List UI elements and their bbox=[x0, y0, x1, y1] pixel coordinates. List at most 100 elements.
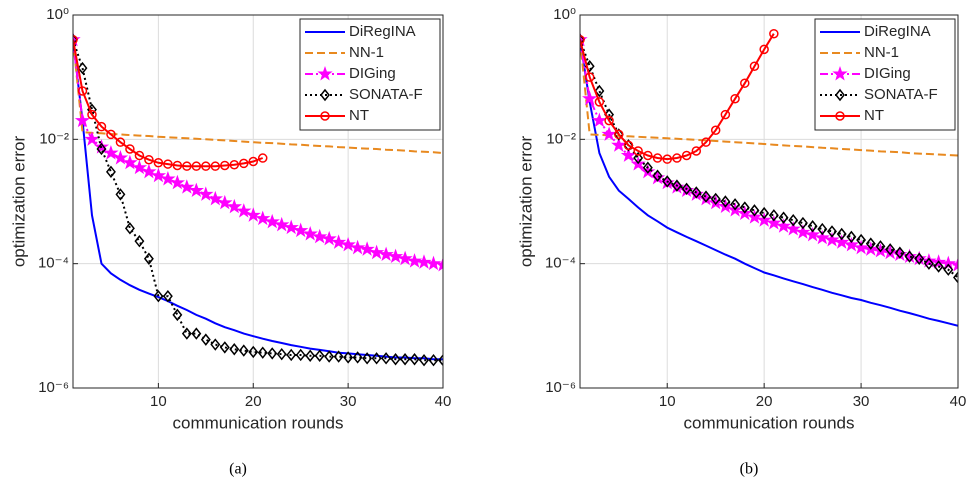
legend-label: SONATA-F bbox=[349, 86, 423, 103]
diamond-marker bbox=[96, 142, 107, 156]
diamond-marker bbox=[778, 211, 789, 224]
star-marker bbox=[226, 198, 242, 214]
star-marker bbox=[611, 137, 627, 152]
circle-marker bbox=[759, 44, 769, 55]
legend-label: NN-1 bbox=[349, 44, 384, 61]
star-marker bbox=[785, 221, 801, 236]
y-tick-label: 10⁻² bbox=[39, 130, 69, 147]
circle-marker bbox=[153, 158, 164, 168]
diamond-marker bbox=[115, 188, 126, 201]
circle-marker bbox=[633, 146, 643, 156]
star-marker bbox=[131, 159, 148, 175]
star-marker bbox=[940, 255, 956, 271]
y-tick-label: 10⁻⁴ bbox=[38, 255, 69, 272]
diamond-marker bbox=[613, 128, 624, 141]
circle-marker bbox=[239, 158, 249, 169]
diamond-marker bbox=[162, 289, 173, 303]
diamond-marker bbox=[953, 271, 958, 284]
circle-marker bbox=[134, 150, 145, 161]
star-marker bbox=[901, 248, 918, 264]
diamond-marker bbox=[134, 234, 145, 248]
diamond-marker bbox=[642, 161, 653, 174]
diamond-marker bbox=[181, 327, 192, 340]
circle-marker bbox=[87, 109, 97, 120]
diamond-marker bbox=[229, 343, 240, 356]
diamond-marker bbox=[390, 353, 401, 366]
x-tick-label: 40 bbox=[950, 393, 967, 410]
circle-marker bbox=[144, 154, 154, 165]
diamond-marker bbox=[856, 233, 867, 247]
legend-label: DIGing bbox=[349, 65, 396, 82]
star-marker bbox=[245, 207, 261, 222]
star-marker bbox=[582, 90, 598, 106]
diamond-marker bbox=[720, 195, 731, 208]
star-marker bbox=[141, 163, 157, 179]
star-marker bbox=[387, 248, 404, 264]
diamond-marker bbox=[124, 222, 135, 235]
y-tick-label: 10⁰ bbox=[46, 6, 69, 23]
diamond-marker bbox=[681, 182, 692, 196]
legend-label: SONATA-F bbox=[864, 86, 938, 103]
diamond-marker bbox=[343, 351, 354, 364]
star-marker bbox=[198, 186, 214, 201]
diamond-marker bbox=[894, 246, 905, 259]
diamond-marker bbox=[381, 352, 392, 365]
circle-marker bbox=[749, 61, 760, 71]
diamond-marker bbox=[77, 61, 88, 75]
circle-marker bbox=[681, 150, 692, 161]
star-marker bbox=[169, 174, 185, 190]
y-tick-label: 10⁻⁶ bbox=[545, 379, 576, 396]
star-marker bbox=[766, 215, 782, 230]
diamond-marker bbox=[827, 225, 837, 238]
diamond-marker bbox=[143, 252, 154, 265]
circle-marker bbox=[691, 146, 702, 156]
circle-marker bbox=[594, 97, 605, 107]
series-line bbox=[580, 39, 958, 157]
series-line bbox=[580, 39, 958, 327]
diamond-marker bbox=[73, 33, 78, 46]
star-marker bbox=[283, 219, 299, 235]
diamond-marker bbox=[305, 349, 316, 362]
star-marker bbox=[150, 167, 167, 183]
diamond-marker bbox=[580, 33, 585, 46]
circle-marker bbox=[652, 153, 663, 163]
diamond-marker bbox=[943, 263, 954, 276]
star-marker bbox=[406, 253, 423, 268]
circle-marker bbox=[740, 78, 750, 88]
x-tick-label: 20 bbox=[245, 393, 262, 410]
circle-marker bbox=[584, 72, 595, 82]
star-marker bbox=[122, 154, 138, 170]
series-line bbox=[73, 39, 443, 155]
plot-series bbox=[73, 31, 443, 367]
diamond-marker bbox=[324, 350, 335, 363]
diamond-marker bbox=[248, 345, 259, 359]
circle-marker bbox=[643, 150, 653, 161]
circle-marker bbox=[172, 160, 183, 171]
x-tick-label: 20 bbox=[756, 393, 773, 410]
legend-label: DIGing bbox=[864, 65, 911, 82]
star-marker bbox=[160, 170, 176, 186]
star-marker bbox=[640, 163, 656, 179]
star-marker bbox=[756, 212, 772, 227]
star-marker bbox=[824, 231, 840, 247]
diamond-marker bbox=[276, 347, 287, 361]
diamond-marker bbox=[749, 204, 760, 217]
circle-marker bbox=[220, 160, 230, 171]
diamond-marker bbox=[662, 175, 673, 188]
diamond-marker bbox=[153, 289, 164, 303]
star-marker bbox=[340, 237, 356, 252]
x-tick-label: 30 bbox=[340, 393, 357, 410]
x-tick-label: 40 bbox=[435, 393, 452, 410]
star-marker bbox=[321, 230, 337, 246]
circle-marker bbox=[720, 109, 731, 120]
series-line bbox=[580, 33, 775, 161]
diamond-marker bbox=[739, 201, 750, 214]
diamond-marker bbox=[633, 151, 644, 165]
star-marker bbox=[601, 126, 617, 141]
y-tick-label: 10⁰ bbox=[553, 6, 576, 23]
diamond-marker bbox=[314, 349, 325, 362]
diamond-marker bbox=[400, 353, 411, 366]
star-marker bbox=[795, 224, 811, 239]
y-tick-label: 10⁻⁴ bbox=[545, 255, 576, 272]
diamond-marker bbox=[923, 257, 934, 270]
